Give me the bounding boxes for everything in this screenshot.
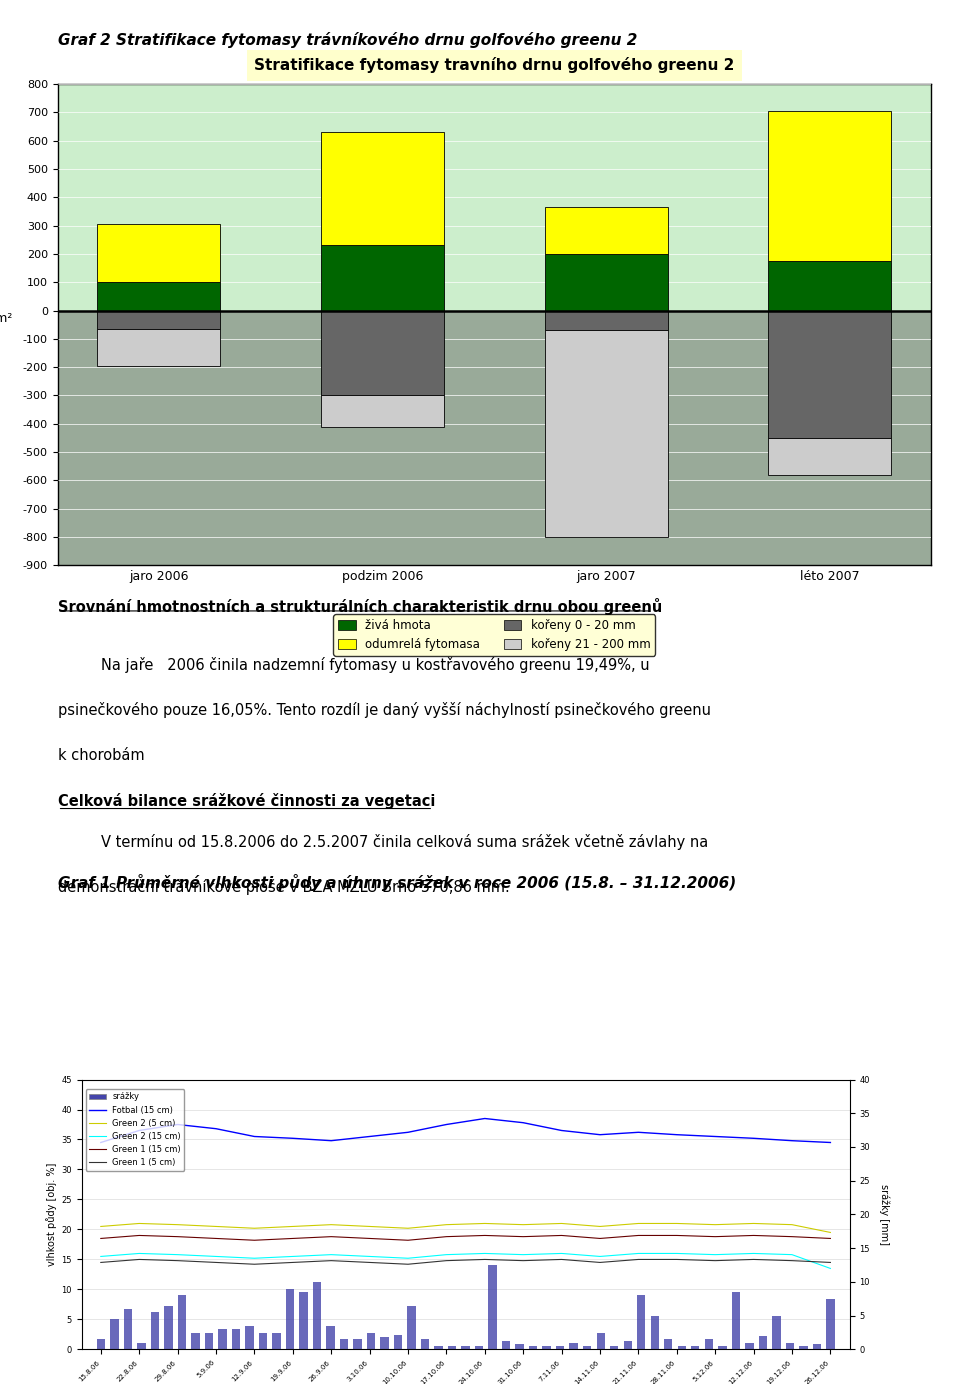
Bar <box>286 1289 294 1349</box>
Bar <box>218 1329 227 1349</box>
Bar <box>678 1347 686 1349</box>
Bar <box>544 331 668 537</box>
Legend: srážky, Fotbal (15 cm), Green 2 (5 cm), Green 2 (15 cm), Green 1 (15 cm), Green : srážky, Fotbal (15 cm), Green 2 (5 cm), … <box>85 1089 184 1171</box>
Text: k chorobám: k chorobám <box>58 747 144 763</box>
Bar <box>596 1333 605 1349</box>
Bar <box>164 1305 173 1349</box>
Bar <box>367 1333 375 1349</box>
Text: V termínu od 15.8.2006 do 2.5.2007 činila celková suma srážek včetně závlahy na: V termínu od 15.8.2006 do 2.5.2007 činil… <box>102 833 708 850</box>
Bar <box>380 1337 389 1349</box>
Bar <box>97 282 221 310</box>
Bar <box>97 224 221 282</box>
Bar <box>768 310 892 437</box>
Bar <box>664 1340 672 1349</box>
Bar <box>259 1333 267 1349</box>
Bar <box>420 1340 429 1349</box>
Bar <box>542 1347 551 1349</box>
Bar <box>529 1347 538 1349</box>
Bar <box>705 1340 713 1349</box>
Bar <box>137 1342 146 1349</box>
Bar <box>569 1342 578 1349</box>
Bar <box>97 1340 105 1349</box>
Bar <box>231 1329 240 1349</box>
Text: Graf 1 Průměrné vlhkosti půdy a úhrny srážek v roce 2006 (15.8. – 31.12.2006): Graf 1 Průměrné vlhkosti půdy a úhrny sr… <box>58 875 736 891</box>
Bar <box>151 1312 159 1349</box>
Bar <box>191 1333 200 1349</box>
Bar <box>516 1344 524 1349</box>
Bar <box>651 1316 659 1349</box>
Bar <box>313 1282 322 1349</box>
Bar <box>799 1347 807 1349</box>
Bar <box>489 1265 497 1349</box>
Bar <box>407 1305 416 1349</box>
Bar <box>448 1347 456 1349</box>
Bar <box>97 329 221 365</box>
Bar <box>768 262 892 310</box>
Bar <box>204 1333 213 1349</box>
Text: Celková bilance srážkové činnosti za vegetaci: Celková bilance srážkové činnosti za veg… <box>58 793 435 810</box>
Bar <box>813 1344 821 1349</box>
Bar <box>178 1295 186 1349</box>
Bar <box>394 1334 402 1349</box>
Bar <box>245 1326 253 1349</box>
Bar <box>353 1340 362 1349</box>
Legend: živá hmota, odumrelá fytomasa, kořeny 0 - 20 mm, kořeny 21 - 200 mm: živá hmota, odumrelá fytomasa, kořeny 0 … <box>333 614 656 656</box>
Bar <box>58 84 931 310</box>
Y-axis label: srážky [mm]: srážky [mm] <box>879 1183 889 1246</box>
Bar <box>58 310 931 565</box>
Text: Srovnání hmotnostních a strukturálních charakteristik drnu obou greenů: Srovnání hmotnostních a strukturálních c… <box>58 598 661 616</box>
Title: Stratifikace fytomasy travního drnu golfového greenu 2: Stratifikace fytomasy travního drnu golf… <box>254 57 734 73</box>
Bar <box>544 208 668 253</box>
Y-axis label: vlhkost půdy [obj. %]: vlhkost půdy [obj. %] <box>46 1163 57 1266</box>
Bar <box>326 1326 335 1349</box>
Bar <box>434 1347 443 1349</box>
Bar <box>300 1293 307 1349</box>
Bar <box>785 1342 794 1349</box>
Bar <box>544 253 668 310</box>
Bar <box>768 437 892 475</box>
Bar <box>462 1347 469 1349</box>
Text: Na jaře   2006 činila nadzemní fytomasy u kostřavového greenu 19,49%, u: Na jaře 2006 činila nadzemní fytomasy u … <box>102 656 650 673</box>
Bar <box>321 310 444 396</box>
Bar <box>827 1298 834 1349</box>
Bar <box>624 1341 632 1349</box>
Bar <box>321 396 444 426</box>
Bar <box>97 310 221 329</box>
Bar <box>124 1309 132 1349</box>
Bar <box>745 1342 754 1349</box>
Bar <box>583 1347 591 1349</box>
Bar <box>340 1340 348 1349</box>
Bar <box>475 1347 483 1349</box>
Bar <box>718 1347 727 1349</box>
Text: demonstrační trávníkové ploše v BZA MZLU Brno 570,86 mm.: demonstrační trávníkové ploše v BZA MZLU… <box>58 879 510 895</box>
Bar <box>732 1293 740 1349</box>
Y-axis label: g/m²: g/m² <box>0 311 12 325</box>
Bar <box>544 310 668 331</box>
Bar <box>502 1341 511 1349</box>
Bar <box>110 1319 118 1349</box>
Text: Graf 2 Stratifikace fytomasy trávníkového drnu golfového greenu 2: Graf 2 Stratifikace fytomasy trávníkovéh… <box>58 32 637 48</box>
Bar <box>691 1347 700 1349</box>
Bar <box>321 245 444 310</box>
Bar <box>772 1316 780 1349</box>
Bar <box>610 1347 618 1349</box>
Bar <box>273 1333 280 1349</box>
Bar <box>637 1295 645 1349</box>
Text: psinečkového pouze 16,05%. Tento rozdíl je daný vyšší náchylností psinečkového g: psinečkového pouze 16,05%. Tento rozdíl … <box>58 702 710 718</box>
Bar <box>556 1347 564 1349</box>
Bar <box>768 111 892 262</box>
Bar <box>758 1336 767 1349</box>
Bar <box>321 133 444 245</box>
